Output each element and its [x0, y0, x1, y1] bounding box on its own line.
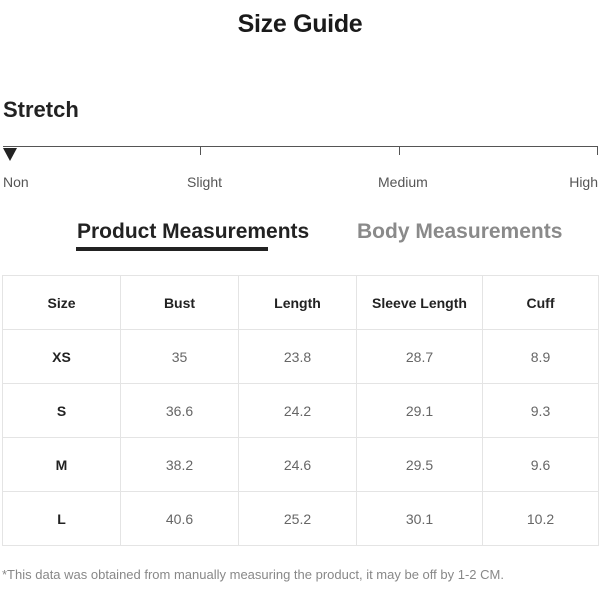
size-table: Size Bust Length Sleeve Length Cuff XS 3…	[2, 275, 599, 546]
tab-body-measurements[interactable]: Body Measurements	[357, 220, 563, 243]
stretch-level-non: Non	[3, 174, 29, 190]
stretch-level-high: High	[569, 174, 598, 190]
sleeve-length-cell: 29.1	[356, 383, 483, 438]
table-header-row: Size Bust Length Sleeve Length Cuff	[2, 275, 599, 330]
stretch-scale-line	[3, 146, 598, 147]
bust-cell: 40.6	[120, 491, 239, 546]
header-length: Length	[238, 275, 357, 330]
table-row: L 40.6 25.2 30.1 10.2	[2, 491, 599, 546]
bust-cell: 36.6	[120, 383, 239, 438]
stretch-level-medium: Medium	[378, 174, 428, 190]
bust-cell: 38.2	[120, 437, 239, 492]
header-bust: Bust	[120, 275, 239, 330]
cuff-cell: 9.6	[482, 437, 599, 492]
cuff-cell: 10.2	[482, 491, 599, 546]
stretch-scale: Non Slight Medium High	[3, 146, 598, 196]
size-cell: XS	[2, 329, 121, 384]
header-cuff: Cuff	[482, 275, 599, 330]
size-cell: L	[2, 491, 121, 546]
tab-active-underline	[76, 247, 268, 251]
length-cell: 23.8	[238, 329, 357, 384]
table-row: S 36.6 24.2 29.1 9.3	[2, 383, 599, 438]
sleeve-length-cell: 28.7	[356, 329, 483, 384]
tab-product-measurements[interactable]: Product Measurements	[77, 220, 310, 243]
measurement-footnote: *This data was obtained from manually me…	[2, 567, 504, 582]
cuff-cell: 8.9	[482, 329, 599, 384]
stretch-tick-medium	[399, 146, 400, 155]
stretch-label: Stretch	[3, 97, 79, 122]
size-cell: S	[2, 383, 121, 438]
page-title: Size Guide	[237, 10, 363, 38]
header-size: Size	[2, 275, 121, 330]
length-cell: 24.2	[238, 383, 357, 438]
sleeve-length-cell: 29.5	[356, 437, 483, 492]
table-row: XS 35 23.8 28.7 8.9	[2, 329, 599, 384]
length-cell: 25.2	[238, 491, 357, 546]
cuff-cell: 9.3	[482, 383, 599, 438]
bust-cell: 35	[120, 329, 239, 384]
stretch-marker-icon	[3, 148, 17, 161]
header-sleeve-length: Sleeve Length	[356, 275, 483, 330]
stretch-tick-high	[597, 146, 598, 155]
size-cell: M	[2, 437, 121, 492]
sleeve-length-cell: 30.1	[356, 491, 483, 546]
table-row: M 38.2 24.6 29.5 9.6	[2, 437, 599, 492]
length-cell: 24.6	[238, 437, 357, 492]
stretch-tick-slight	[200, 146, 201, 155]
stretch-level-slight: Slight	[187, 174, 223, 190]
